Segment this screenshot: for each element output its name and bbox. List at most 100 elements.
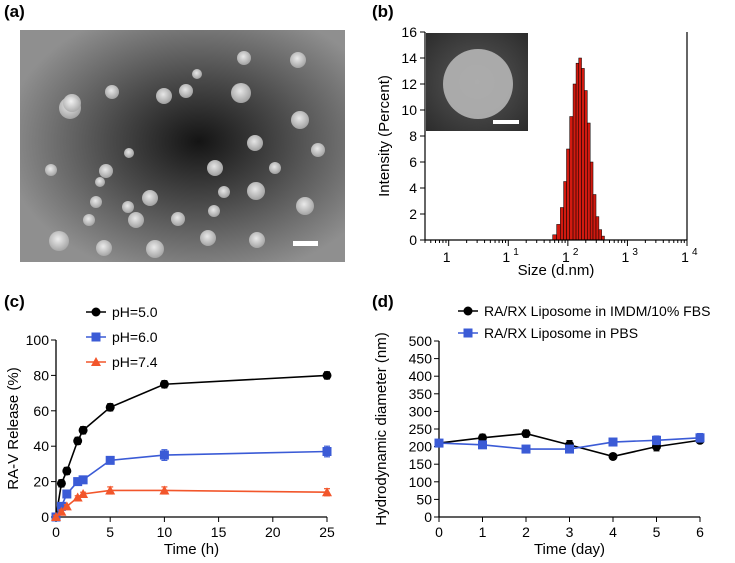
x-tick-exponent: 2 (573, 247, 579, 258)
histogram-bar (581, 68, 585, 241)
data-point (62, 489, 72, 499)
y-tick-label: 50 (416, 491, 432, 507)
nanoparticle (156, 88, 172, 104)
panel-label-a: (a) (4, 2, 25, 21)
data-point (322, 447, 332, 457)
series-line (55, 374, 328, 518)
nanoparticle (128, 212, 144, 228)
data-point (62, 466, 72, 476)
nanoparticle (208, 205, 220, 217)
nanoparticle (218, 186, 230, 198)
y-tick-label: 450 (409, 351, 433, 367)
inset-scale-bar (493, 120, 519, 124)
nanoparticle (290, 52, 306, 68)
histogram-bar (592, 194, 597, 241)
y-tick-label: 250 (409, 421, 433, 437)
release-chart: 0 20 40 60 80 100 0 5 10 15 20 25 Time (h) RA-V Relea… (5, 304, 335, 558)
nanoparticle (231, 83, 251, 103)
data-point (105, 455, 115, 465)
legend-label: pH=7.4 (112, 354, 158, 370)
data-point (521, 444, 531, 454)
x-tick-label: 25 (319, 524, 335, 540)
nanoparticle (122, 201, 134, 213)
legend-marker (91, 332, 101, 342)
nanoparticle (237, 51, 251, 65)
legend-label: RA/RX Liposome in PBS (484, 325, 638, 341)
x-tick-label: 1 (443, 249, 451, 265)
legend-marker (91, 357, 101, 366)
data-point (72, 492, 83, 502)
nanoparticle (291, 111, 309, 129)
y-tick-label: 80 (33, 367, 49, 383)
histogram-bar (587, 122, 591, 241)
nanoparticle (99, 164, 113, 178)
data-point (51, 512, 61, 521)
x-tick-exponent: 1 (513, 247, 519, 258)
x-axis-label: Time (day) (534, 541, 605, 558)
legend-marker (91, 307, 101, 317)
data-point (322, 370, 332, 380)
data-point (78, 425, 88, 435)
data-point (73, 477, 83, 487)
data-point (56, 506, 67, 516)
y-tick-label: 8 (409, 128, 417, 144)
y-axis-label: Hydrodynamic diameter (nm) (373, 332, 390, 525)
data-point (521, 429, 531, 439)
nanoparticle (49, 231, 69, 251)
nanoparticle (96, 240, 112, 256)
nanoparticle (45, 164, 57, 176)
data-point (105, 485, 116, 495)
data-point (652, 435, 661, 445)
nanoparticle (269, 162, 281, 174)
legend-marker (463, 306, 473, 316)
y-axis-label: RA-V Release (%) (5, 367, 22, 490)
x-tick-label: 20 (265, 524, 281, 540)
y-tick-label: 150 (409, 456, 433, 472)
y-tick-label: 0 (409, 232, 417, 248)
nanoparticle (311, 143, 325, 157)
y-tick-label: 6 (409, 154, 417, 170)
y-tick-label: 10 (401, 102, 417, 118)
histogram-bar (563, 181, 567, 241)
y-tick-label: 40 (33, 438, 49, 454)
y-tick-label: 0 (424, 509, 432, 525)
x-tick-label: 1 (622, 249, 630, 265)
x-tick-label: 1 (562, 249, 570, 265)
x-tick-label: 2 (522, 524, 530, 540)
nanoparticle (179, 84, 193, 98)
histogram-bar (556, 224, 561, 241)
x-tick-label: 15 (211, 524, 227, 540)
nanoparticle (95, 177, 105, 187)
histogram-bar (598, 229, 602, 241)
data-point (434, 438, 444, 448)
series-line (55, 450, 328, 518)
y-tick-label: 2 (409, 206, 417, 222)
data-point (159, 450, 169, 460)
x-tick-label: 1 (479, 524, 487, 540)
x-tick-label: 1 (681, 249, 689, 265)
y-tick-label: 12 (401, 76, 417, 92)
histogram-bar (595, 216, 600, 241)
data-point (56, 501, 66, 511)
histogram-bar (566, 148, 570, 241)
legend-marker (463, 328, 473, 338)
data-point (695, 433, 705, 443)
tem-particles (45, 51, 325, 258)
nanoparticle (247, 135, 263, 151)
x-tick-label: 4 (609, 524, 617, 540)
data-point (565, 444, 574, 454)
y-tick-label: 100 (26, 332, 50, 348)
nanoparticle (249, 232, 265, 248)
nanoparticle (105, 85, 119, 99)
nanoparticle (200, 230, 216, 246)
y-tick-label: 500 (409, 333, 433, 349)
data-point (159, 485, 170, 495)
nanoparticle (83, 214, 95, 226)
nanoparticle (247, 182, 265, 200)
histogram-bar (569, 116, 574, 241)
y-tick-label: 400 (409, 368, 433, 384)
histogram-bar (584, 90, 588, 241)
